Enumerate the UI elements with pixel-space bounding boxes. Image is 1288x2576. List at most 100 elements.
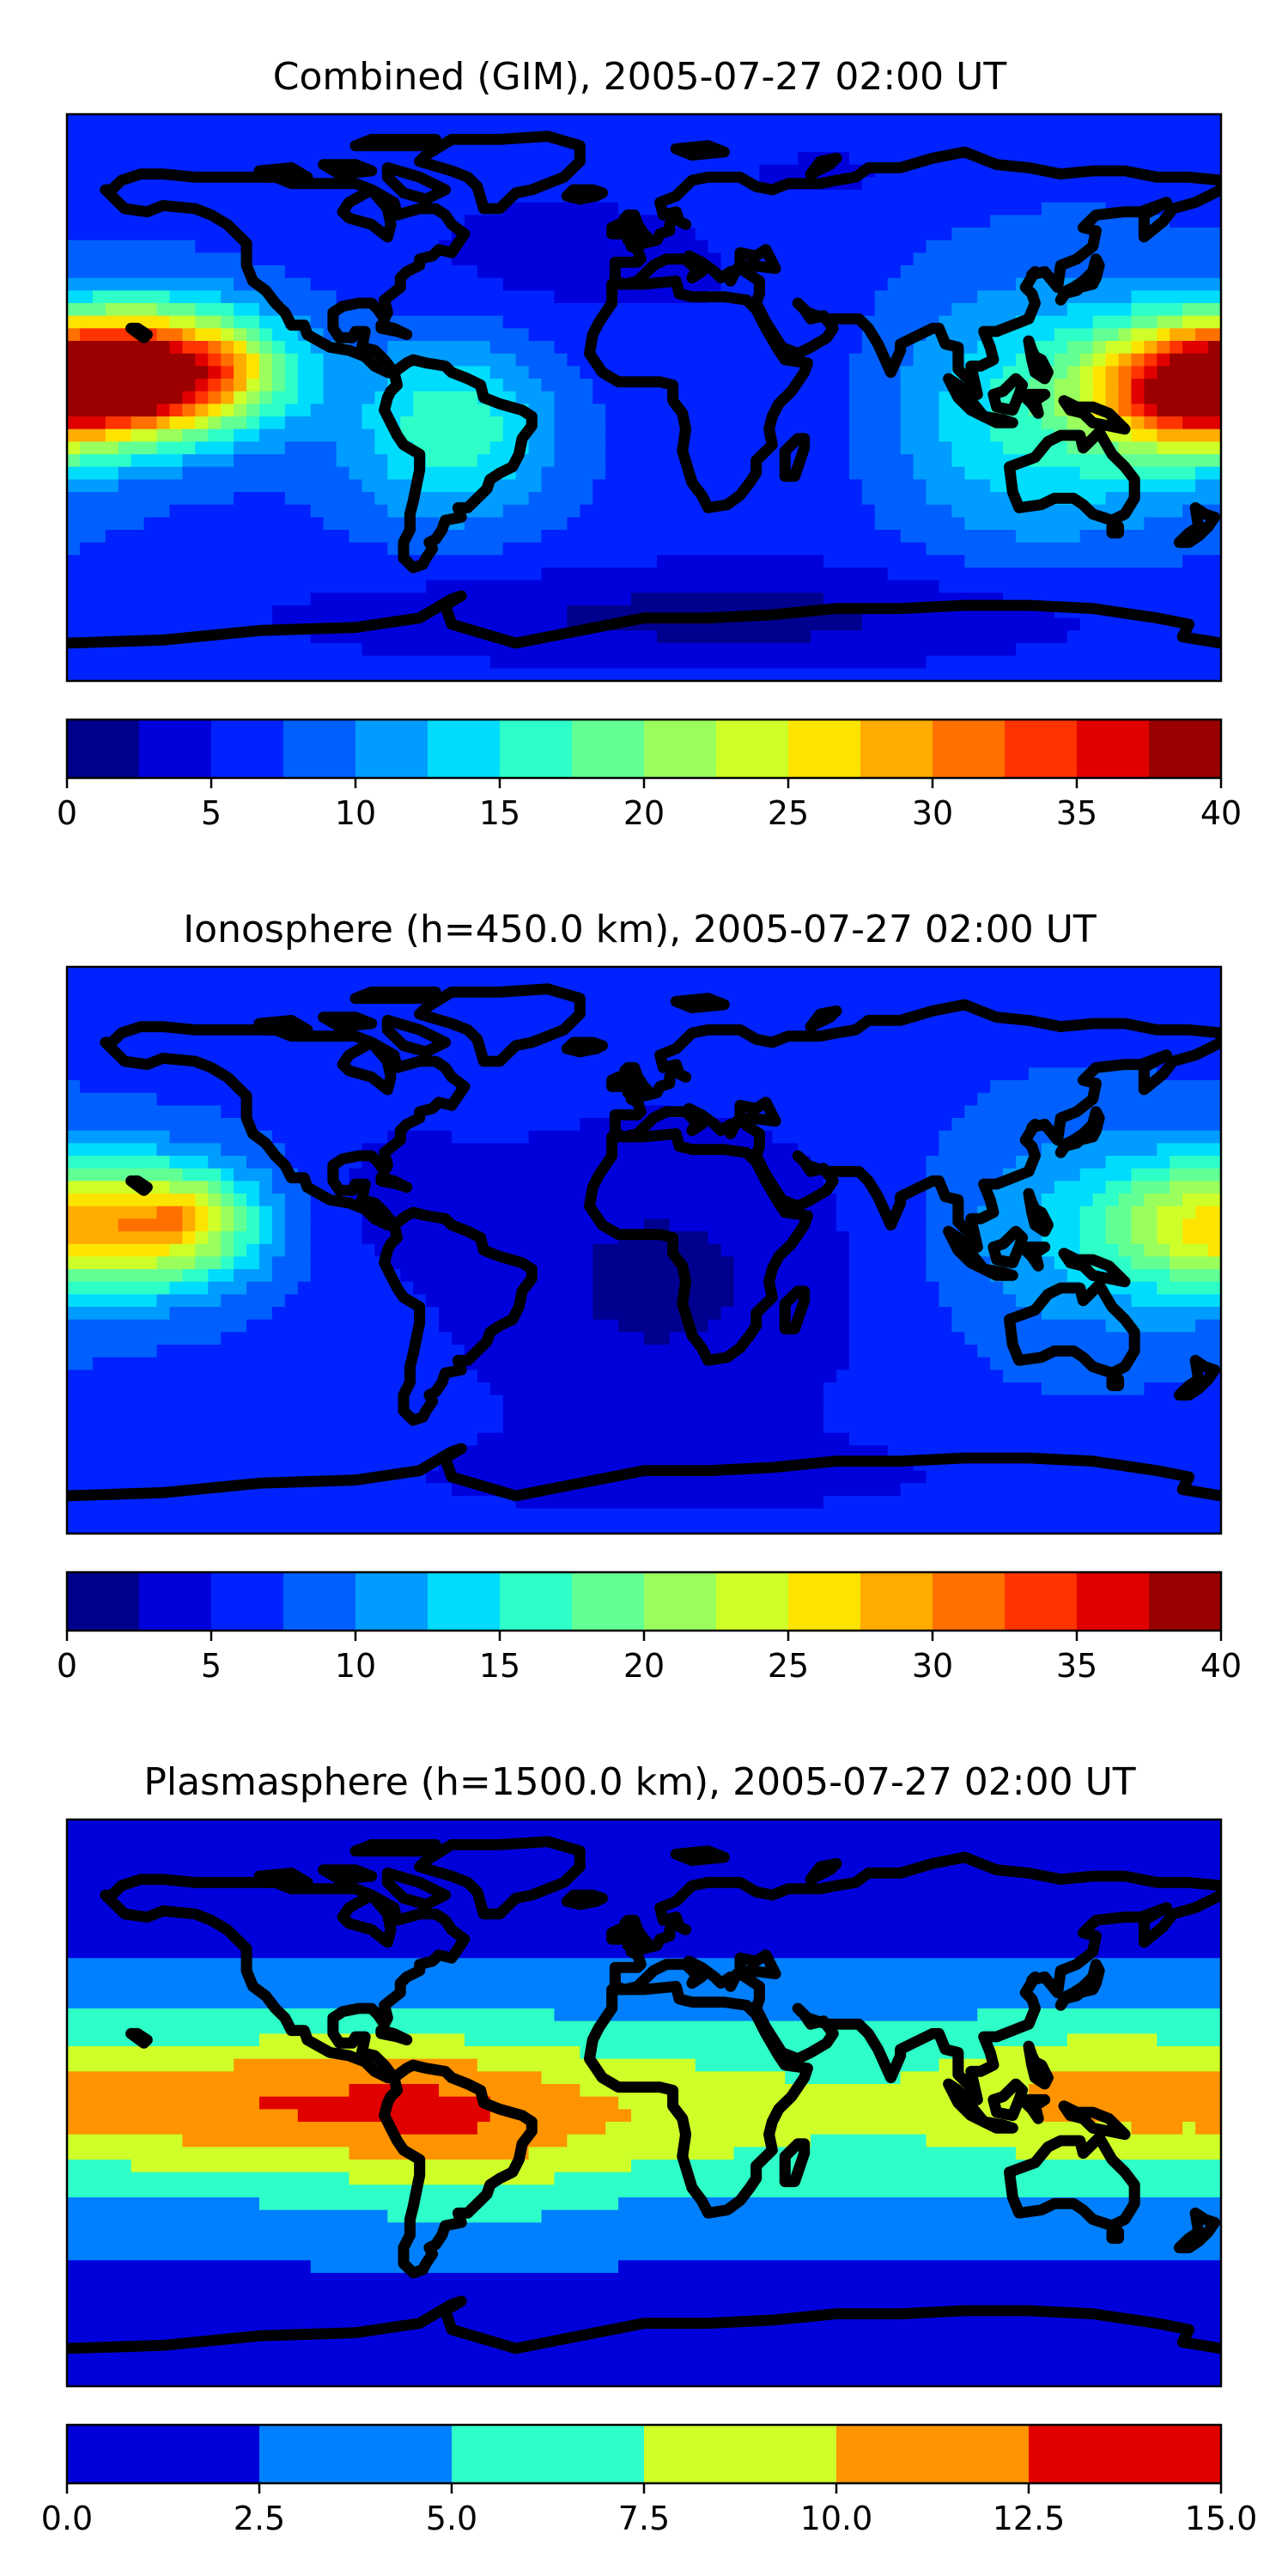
contour-cell (515, 353, 568, 368)
contour-cell (823, 1407, 1221, 1422)
contour-cell (246, 1319, 440, 1334)
contour-cell (221, 328, 235, 343)
contour-cell (887, 277, 1018, 292)
contour-cell (1157, 366, 1221, 380)
contour-cell (284, 1294, 428, 1309)
contour-cell (1105, 353, 1120, 368)
colorbar-segment (1077, 1572, 1150, 1631)
contour-cell (387, 1256, 594, 1271)
contour-cell (1066, 2033, 1158, 2048)
colorbar-segment (283, 1572, 356, 1631)
contour-cell (169, 341, 184, 355)
contour-cell (208, 428, 235, 443)
contour-cell (554, 428, 607, 443)
contour-cell (515, 391, 556, 405)
contour-cell (592, 1281, 735, 1296)
contour-cell (259, 1231, 274, 1245)
contour-cell (67, 1445, 453, 1460)
contour-cell (1131, 428, 1158, 443)
contour-cell (271, 1256, 312, 1271)
contour-cell (234, 391, 248, 405)
contour-cell (785, 2071, 902, 2086)
contour-cell (618, 2260, 1221, 2275)
contour-cell (1170, 1256, 1221, 1271)
contour-cell (221, 1168, 235, 1182)
contour-cell (1157, 1281, 1221, 1296)
contour-cell (182, 1269, 210, 1283)
contour-cell (284, 366, 299, 380)
contour-cell (105, 530, 350, 544)
contour-cell (554, 2008, 979, 2022)
contour-cell (67, 1996, 1221, 2010)
contour-cell (271, 1206, 286, 1220)
contour-cell (528, 428, 556, 443)
contour-cell (234, 492, 286, 506)
contour-cell (67, 2096, 261, 2111)
contour-cell (234, 366, 248, 380)
colorbar-segment (67, 720, 140, 778)
contour-cell (1170, 1168, 1221, 1182)
contour-cell (67, 2360, 1221, 2375)
contour-cell (848, 1281, 940, 1296)
contour-cell (1144, 353, 1158, 368)
contour-cell (118, 441, 158, 456)
contour-cell (156, 1206, 184, 1220)
contour-cell (259, 2197, 620, 2211)
contour-cell (772, 1130, 940, 1145)
contour-cell (592, 1307, 722, 1321)
colorbar-tick-label: 25 (768, 1647, 809, 1685)
contour-cell (67, 1432, 478, 1447)
contour-cell (208, 1194, 222, 1207)
contour-cell (580, 504, 876, 519)
contour-cell (259, 428, 376, 443)
contour-cell (1157, 341, 1171, 355)
contour-cell (208, 366, 222, 380)
colorbar-tick-label: 0.0 (41, 2500, 93, 2537)
contour-cell (1157, 441, 1221, 456)
contour-cell (1157, 1067, 1221, 1082)
contour-cell (1131, 379, 1145, 392)
colorbar-segment (500, 1572, 573, 1631)
contour-cell (1157, 1143, 1221, 1157)
contour-cell (221, 1294, 286, 1309)
contour-cell (1092, 379, 1107, 392)
contour-cell (939, 416, 992, 430)
contour-cell (67, 580, 428, 594)
contour-cell (182, 391, 197, 405)
contour-cell (489, 1382, 825, 1396)
contour-cell (169, 1307, 274, 1321)
contour-cell (1118, 454, 1221, 468)
contour-cell (1131, 416, 1145, 430)
contour-cell (67, 1420, 504, 1434)
colorbar-segment (211, 720, 284, 778)
contour-cell (79, 454, 132, 468)
colorbar-segment (836, 2425, 1030, 2483)
contour-cell (284, 1218, 312, 1233)
contour-cell (861, 617, 1081, 632)
contour-cell (310, 1231, 363, 1245)
contour-cell (156, 404, 171, 418)
contour-cell (1182, 303, 1221, 317)
contour-cell (67, 2147, 350, 2161)
contour-cell (1118, 1243, 1145, 1258)
contour-cell (1092, 315, 1133, 330)
contour-cell (67, 2122, 389, 2136)
colorbar-tick-label: 35 (1056, 1647, 1097, 1685)
contour-cell (1118, 366, 1133, 380)
contour-cell (67, 1156, 171, 1170)
contour-cell (349, 466, 389, 481)
contour-cell (105, 303, 158, 317)
contour-cell (131, 428, 158, 443)
contour-cell (67, 1407, 504, 1422)
contour-cell (67, 1857, 1221, 1871)
contour-cell (848, 1243, 927, 1258)
contour-cell (387, 542, 504, 556)
contour-cell (1118, 379, 1133, 392)
contour-cell (990, 479, 1197, 494)
contour-cell (733, 1281, 851, 1296)
contour-cell (67, 2160, 132, 2173)
contour-cell (1182, 1194, 1221, 1207)
contour-cell (1118, 441, 1158, 456)
contour-cell (259, 404, 286, 418)
contour-cell (221, 1332, 453, 1346)
